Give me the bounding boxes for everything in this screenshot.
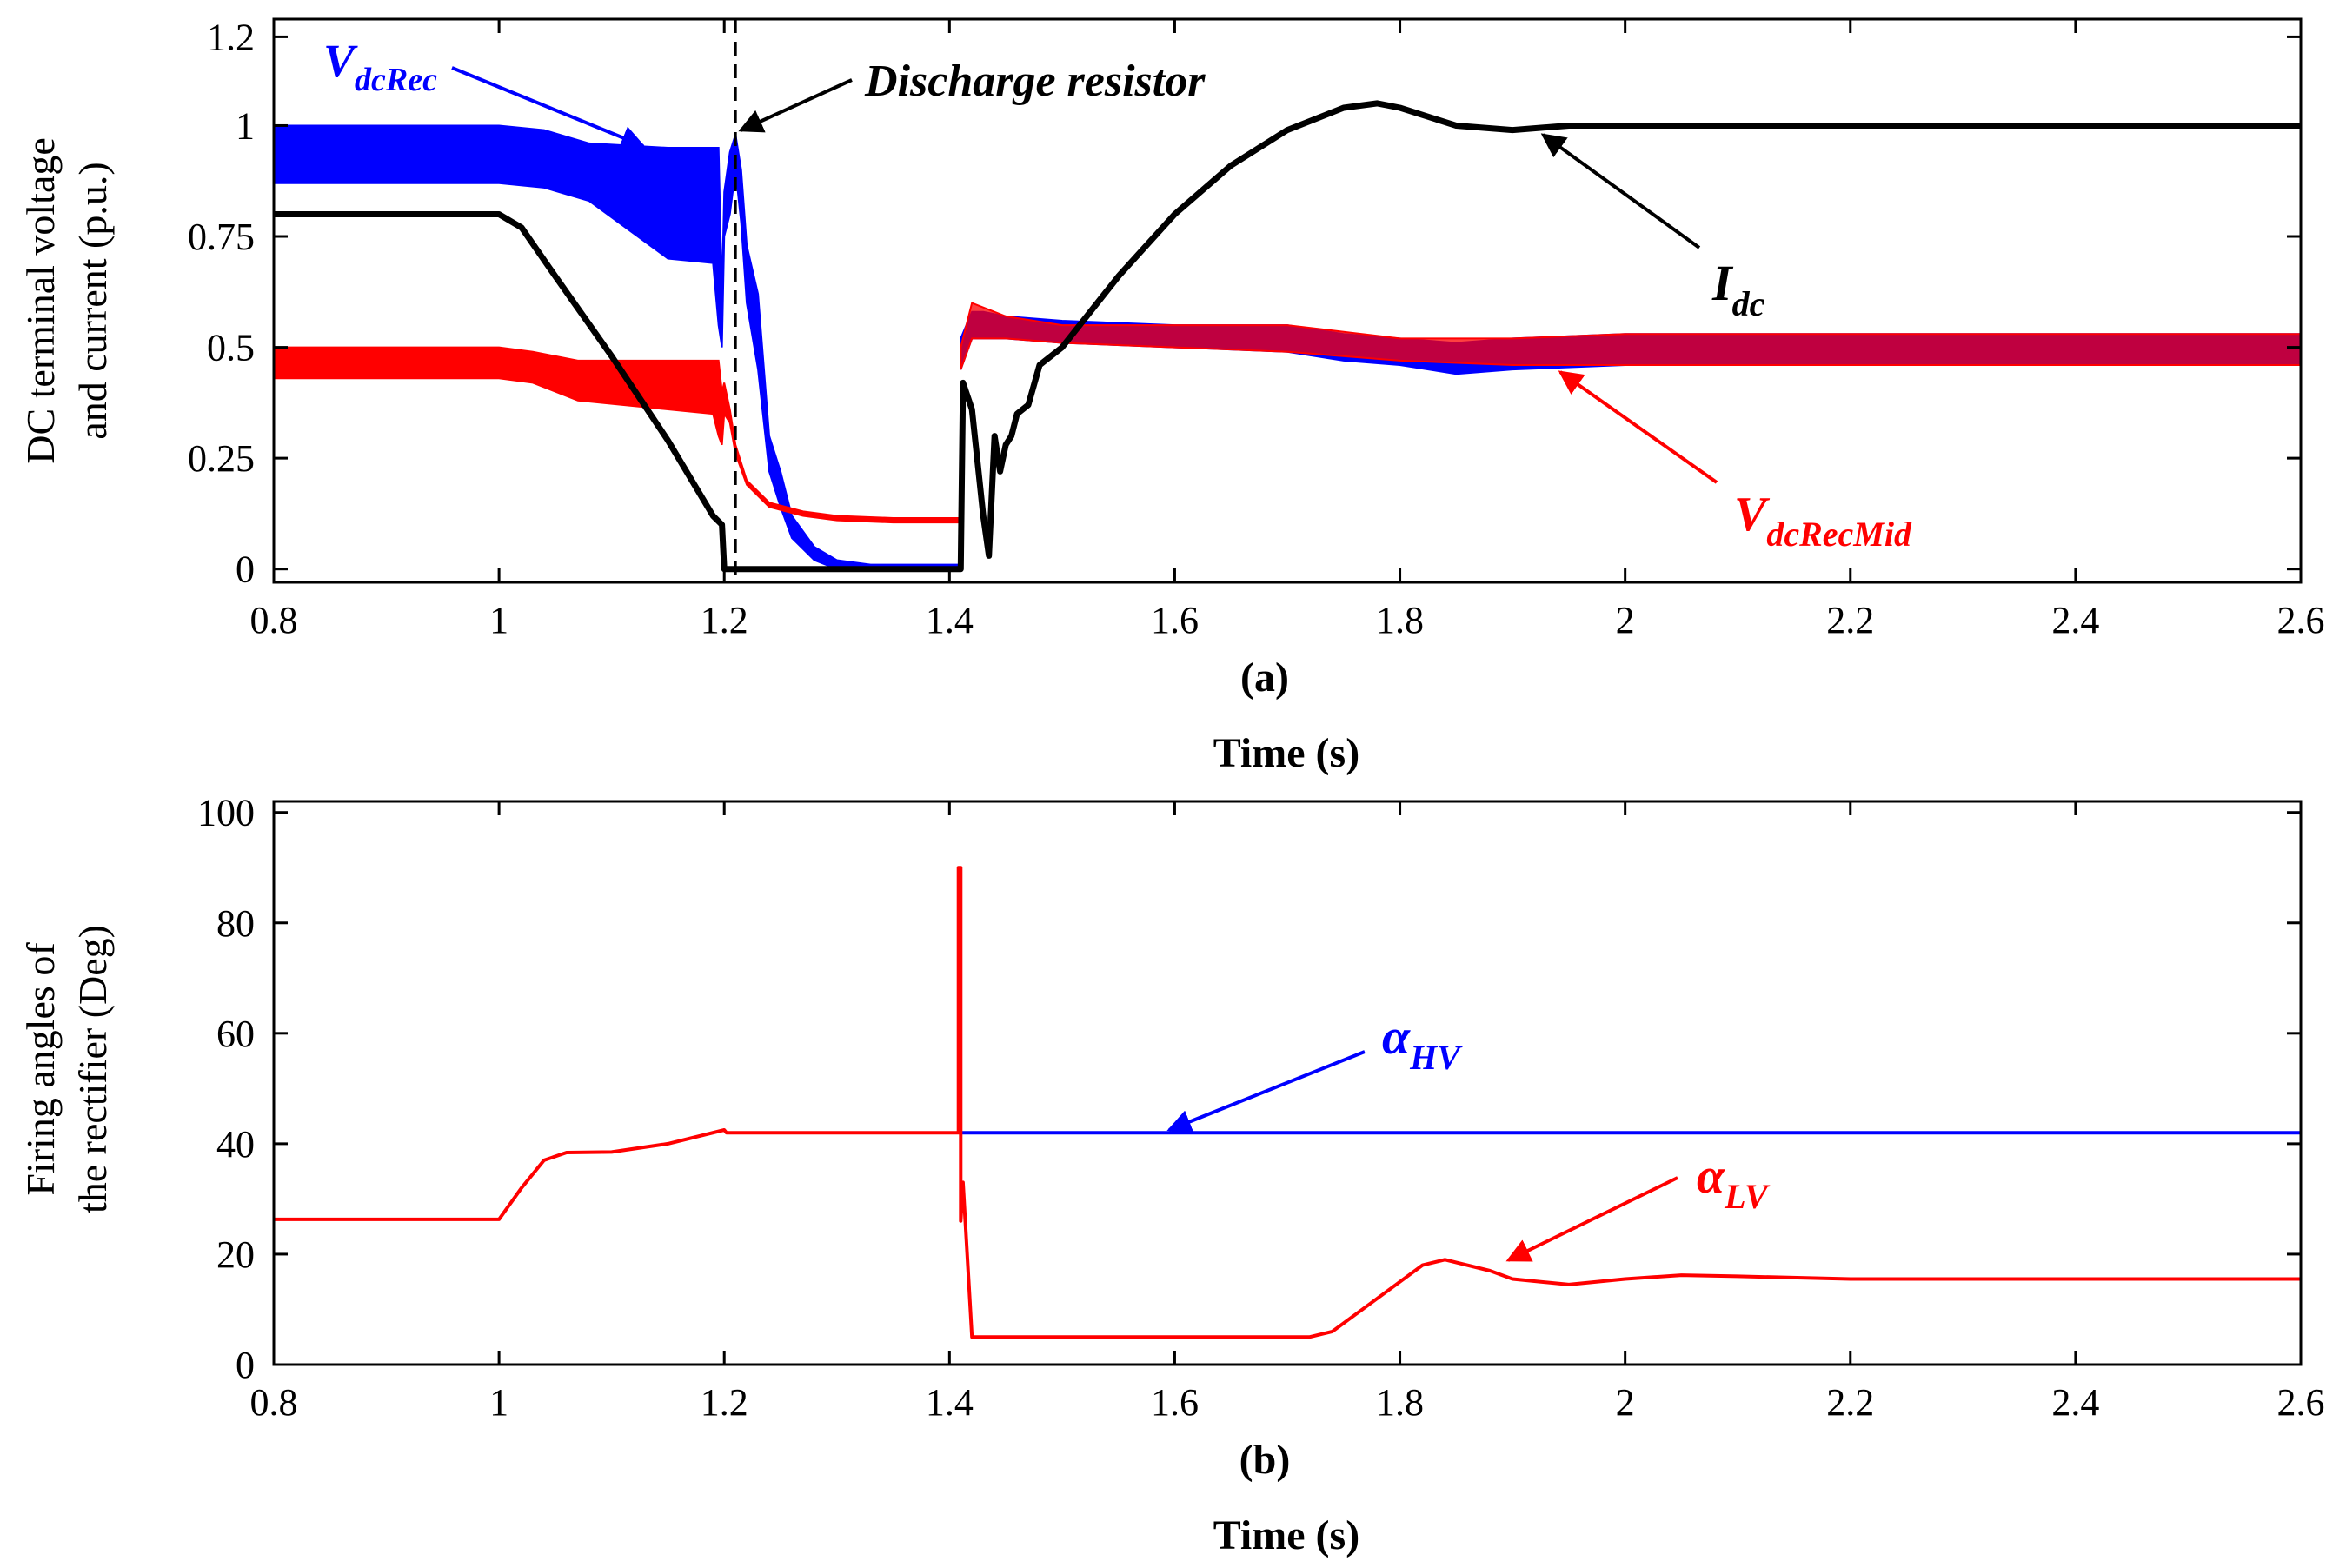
- x-tick-label: 2.2: [1826, 1381, 1874, 1424]
- x-tick-label: 1.2: [701, 1381, 748, 1424]
- y-tick-label: 0: [236, 548, 255, 591]
- x-tick-label: 2.2: [1826, 599, 1874, 641]
- y-tick-label: 40: [216, 1123, 255, 1166]
- idc-arrow: [1540, 133, 1701, 249]
- x-tick-label: 2: [1616, 1381, 1635, 1424]
- y-tick-label: 80: [216, 902, 255, 945]
- x-tick-label: 2.4: [2051, 599, 2099, 641]
- x-tick-label: 1.6: [1151, 1381, 1199, 1424]
- x-tick-label: 1.4: [926, 599, 974, 641]
- panel-b-data: [274, 866, 2301, 1339]
- panel-a: 0.8 1 1.2 1.4 1.6 1.8 2 2.2 2.4 2.6 0 0.25 0.5 0.75 1 1…: [18, 16, 2325, 776]
- panel-a-xlabel: Time (s): [1213, 730, 1359, 776]
- y-tick-label: 20: [216, 1233, 255, 1276]
- vdcrec-label: VdcRec: [323, 35, 437, 98]
- y-tick-label: 60: [216, 1013, 255, 1055]
- x-tick-label: 2.6: [2277, 1381, 2325, 1424]
- panel-a-ylabel-line2: and current (p.u.): [70, 162, 115, 439]
- panel-a-series-vdcrecmid: [274, 346, 962, 524]
- alpha-lv-label: αLV: [1697, 1147, 1771, 1216]
- panel-a-panel-label: (a): [1240, 654, 1289, 701]
- y-tick-label: 0.75: [188, 216, 255, 258]
- discharge-resistor-arrow: [738, 78, 853, 133]
- y-tick-label: 0: [236, 1344, 255, 1386]
- y-tick-label: 0.25: [188, 437, 255, 480]
- x-tick-label: 0.8: [250, 599, 298, 641]
- x-tick-label: 1.8: [1376, 1381, 1424, 1424]
- panel-a-series-vdcrecmid-post-fault: [960, 302, 2301, 370]
- alpha-lv-arrow: [1505, 1176, 1678, 1262]
- alpha-hv-arrow: [1166, 1050, 1366, 1133]
- discharge-resistor-label: Discharge resistor: [864, 56, 1206, 106]
- alpha-hv-label: αHV: [1382, 1008, 1463, 1077]
- y-tick-label: 1.2: [207, 16, 255, 58]
- panel-a-frame: [272, 17, 2303, 584]
- x-tick-label: 1: [489, 1381, 508, 1424]
- panel-b-ticks: 0.8 1 1.2 1.4 1.6 1.8 2 2.2 2.4 2.6 0 20 40 60 80 100: [197, 792, 2325, 1424]
- vdcrecmid-label: VdcRecMid: [1734, 488, 1912, 554]
- vdcrec-arrow: [451, 66, 646, 149]
- panel-b: 0.8 1 1.2 1.4 1.6 1.8 2 2.2 2.4 2.6 0 20 40 60 80 100 F…: [18, 792, 2325, 1558]
- x-tick-label: 1.6: [1151, 599, 1199, 641]
- panel-b-ylabel-line1: Firing angles of: [18, 942, 63, 1196]
- panel-b-ylabel-line2: the rectifier (Deg): [70, 925, 115, 1213]
- panel-b-frame: [272, 800, 2303, 1366]
- panel-a-ticks: 0.8 1 1.2 1.4 1.6 1.8 2 2.2 2.4 2.6 0 0.25 0.5 0.75 1 1…: [188, 16, 2325, 641]
- panel-a-data: [274, 100, 2301, 573]
- x-tick-label: 1.8: [1376, 599, 1424, 641]
- idc-label: Idc: [1711, 255, 1765, 323]
- x-tick-label: 2.6: [2277, 599, 2325, 641]
- x-tick-label: 0.8: [250, 1381, 298, 1424]
- x-tick-label: 1.4: [926, 1381, 974, 1424]
- panel-a-series-idc: [274, 100, 2301, 573]
- y-tick-label: 0.5: [207, 327, 255, 369]
- panel-a-ylabel-line1: DC terminal voltage: [18, 137, 63, 464]
- y-tick-label: 1: [236, 104, 255, 147]
- panel-b-series-alpha-lv: [274, 866, 2301, 1339]
- x-tick-label: 1.2: [701, 599, 748, 641]
- x-tick-label: 2.4: [2051, 1381, 2099, 1424]
- x-tick-label: 1: [489, 599, 508, 641]
- y-tick-label: 100: [197, 792, 255, 834]
- vdcrecmid-arrow: [1558, 370, 1718, 484]
- x-tick-label: 2: [1616, 599, 1635, 641]
- panel-b-panel-label: (b): [1239, 1437, 1291, 1483]
- panel-b-xlabel: Time (s): [1213, 1512, 1359, 1558]
